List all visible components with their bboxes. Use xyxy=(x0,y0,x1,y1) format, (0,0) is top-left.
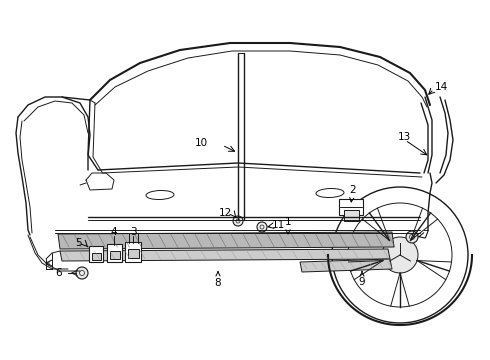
Text: 1: 1 xyxy=(285,217,292,234)
Text: 10: 10 xyxy=(195,138,208,148)
Text: 11: 11 xyxy=(272,220,285,230)
Text: 4: 4 xyxy=(111,227,117,237)
Text: 5: 5 xyxy=(75,238,82,248)
FancyBboxPatch shape xyxy=(107,244,122,262)
FancyBboxPatch shape xyxy=(109,251,120,258)
Circle shape xyxy=(382,237,418,273)
Text: 9: 9 xyxy=(359,271,366,287)
Text: 3: 3 xyxy=(130,227,136,237)
Circle shape xyxy=(406,231,418,243)
Text: 13: 13 xyxy=(398,132,411,142)
Polygon shape xyxy=(60,249,390,261)
Polygon shape xyxy=(300,259,392,272)
Polygon shape xyxy=(58,232,394,249)
Text: 7: 7 xyxy=(422,230,429,240)
FancyBboxPatch shape xyxy=(343,210,359,220)
Circle shape xyxy=(257,222,267,232)
Text: 8: 8 xyxy=(215,272,221,288)
FancyBboxPatch shape xyxy=(127,248,139,257)
FancyBboxPatch shape xyxy=(125,242,141,262)
FancyBboxPatch shape xyxy=(92,252,100,260)
Text: 12: 12 xyxy=(219,208,232,218)
Circle shape xyxy=(233,216,243,226)
FancyBboxPatch shape xyxy=(89,246,103,262)
Text: 14: 14 xyxy=(435,82,448,92)
FancyBboxPatch shape xyxy=(339,199,363,215)
Circle shape xyxy=(76,267,88,279)
Text: 2: 2 xyxy=(350,185,356,202)
Text: 6: 6 xyxy=(55,268,62,278)
